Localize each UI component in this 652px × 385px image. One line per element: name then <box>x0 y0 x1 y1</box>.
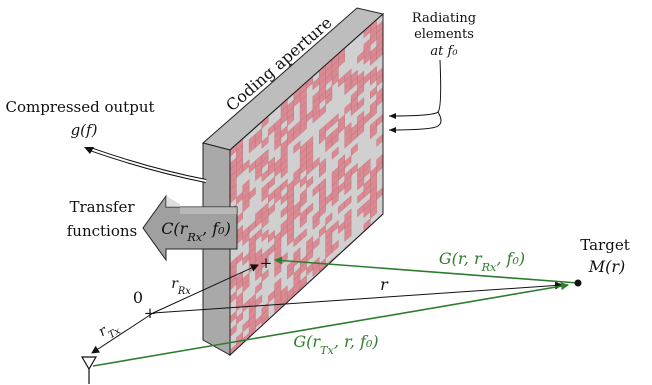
g-tx-path <box>92 282 569 367</box>
aperture-cell <box>261 255 269 269</box>
aperture-cell <box>376 40 383 54</box>
aperture-cell <box>350 142 358 157</box>
aperture-cell <box>376 46 383 61</box>
aperture-cell <box>319 164 326 178</box>
aperture-cell <box>331 146 339 160</box>
radiating-elements-label: Radiating elements at f₀ <box>412 11 476 59</box>
target-function-label: M(r) <box>588 257 626 276</box>
aperture-cell <box>376 113 383 127</box>
svg-text:at f₀: at f₀ <box>430 44 458 59</box>
radiating-brace <box>388 59 442 131</box>
aperture-cell <box>370 205 377 220</box>
aperture-cell <box>299 194 307 209</box>
svg-text:elements: elements <box>414 27 474 42</box>
r-rx-vector <box>152 264 259 314</box>
antenna-icon <box>80 356 98 384</box>
aperture-cell <box>331 133 339 147</box>
aperture-cell <box>325 212 333 226</box>
aperture-cell <box>370 125 377 140</box>
g-rx-path <box>274 256 579 284</box>
aperture-cell <box>376 26 383 41</box>
dot-icon <box>574 279 582 287</box>
r-rx-label: rRx <box>171 276 191 297</box>
aperture-cell <box>344 181 352 196</box>
c-function-label: C(rRx, f₀) <box>161 219 231 244</box>
aperture-cell <box>344 155 352 169</box>
r-tx-vector <box>91 312 154 354</box>
aperture-cell <box>344 228 352 242</box>
compressed-output-arrow <box>89 147 207 183</box>
g-of-f-label: g(f) <box>71 121 98 139</box>
aperture-cell <box>280 165 288 179</box>
aperture-cell <box>299 121 307 135</box>
aperture-cell <box>242 279 250 293</box>
aperture-cell <box>376 86 383 101</box>
origin-plus: + <box>144 304 157 322</box>
radiating-arrowheads <box>389 113 396 133</box>
aperture-cell <box>312 236 320 251</box>
r-tx-label: rTx <box>96 317 123 344</box>
aperture-cell <box>338 54 345 68</box>
g-tx-label: G(rTx, r, f₀) <box>293 332 378 357</box>
aperture-cell <box>325 92 333 106</box>
transfer-label: Transfer <box>69 198 135 216</box>
aperture-cell <box>255 294 263 308</box>
aperture-cell <box>319 204 326 218</box>
aperture-cell <box>376 93 383 107</box>
aperture-cell <box>268 203 275 217</box>
aperture-cell <box>357 123 365 138</box>
aperture-cell <box>376 160 383 174</box>
aperture-cell <box>299 228 307 242</box>
aperture-cell <box>376 20 383 34</box>
g-rx-label: G(r, rRx, f₀) <box>439 249 525 274</box>
r-label: r <box>380 275 389 294</box>
svg-text:Radiating: Radiating <box>412 11 476 26</box>
aperture-cell <box>357 97 365 111</box>
r-vector <box>152 281 563 314</box>
receiver-plus: + <box>260 254 273 272</box>
aperture-cell <box>376 133 383 147</box>
aperture-cell <box>268 176 275 190</box>
aperture-cell <box>331 193 339 207</box>
aperture-cell <box>248 186 256 201</box>
compressed-output-label: Compressed output <box>5 98 154 116</box>
aperture-cell <box>370 105 377 120</box>
aperture-cell <box>236 311 243 325</box>
aperture-cell <box>312 216 320 231</box>
aperture-cell <box>261 268 269 283</box>
functions-label: functions <box>67 222 138 240</box>
target-label: Target <box>580 236 629 254</box>
aperture-cell <box>376 33 383 47</box>
aperture-cell <box>344 195 352 209</box>
aperture-cell <box>261 215 269 229</box>
aperture-cell <box>255 281 263 295</box>
aperture-cell <box>261 135 269 149</box>
aperture-cell <box>230 323 237 338</box>
aperture-cell <box>242 199 250 213</box>
aperture-cell <box>287 112 294 127</box>
aperture-cell <box>299 214 307 229</box>
aperture-cell <box>319 104 326 118</box>
aperture-cell <box>357 83 365 98</box>
aperture-cell <box>376 73 383 87</box>
aperture-cell <box>306 175 314 190</box>
aperture-cell <box>306 249 314 263</box>
origin-label: 0 <box>133 288 143 307</box>
aperture-cell <box>331 239 339 254</box>
aperture-cell <box>376 186 383 201</box>
coding-aperture <box>201 7 385 357</box>
aperture-cell <box>376 66 383 81</box>
aperture-cell <box>274 264 282 278</box>
aperture-cell <box>376 153 383 167</box>
aperture-pattern <box>230 19 383 355</box>
aperture-cell <box>306 202 314 216</box>
